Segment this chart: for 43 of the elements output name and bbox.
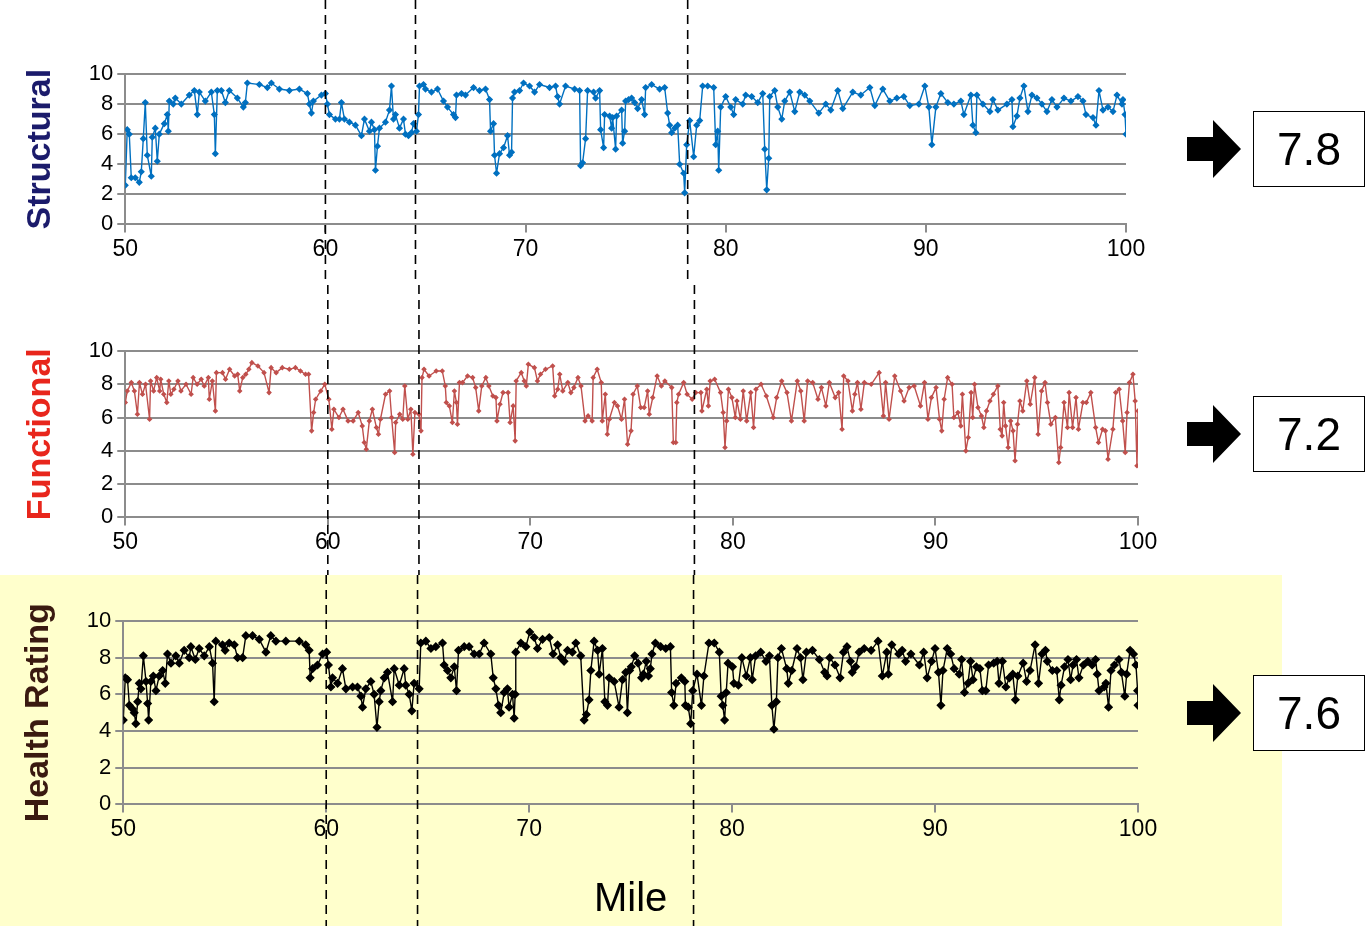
- y-tick-label: 8: [101, 90, 114, 116]
- y-tick-label: 10: [88, 337, 114, 363]
- x-tick-label: 100: [1106, 234, 1146, 261]
- x-tick-label: 50: [110, 814, 137, 841]
- text: 7.8: [1253, 111, 1365, 188]
- y-tick-label: 4: [101, 436, 114, 462]
- y-axis-title: Functional: [18, 348, 57, 521]
- x-tick-label: 60: [313, 814, 340, 841]
- y-tick-label: 0: [101, 503, 114, 529]
- x-tick-label: 90: [922, 527, 949, 554]
- y-axis-title: Health Rating: [16, 603, 55, 823]
- x-tick-label: 100: [1118, 814, 1158, 841]
- x-tick-label: 70: [517, 527, 544, 554]
- y-tick-label: 8: [99, 643, 112, 669]
- y-tick-label: 10: [88, 60, 114, 86]
- x-tick-label: 80: [719, 814, 745, 841]
- y-tick-label: 10: [86, 607, 112, 633]
- y-tick-label: 2: [99, 753, 112, 779]
- y-tick-label: 0: [99, 790, 112, 816]
- y-tick-label: 4: [101, 150, 114, 176]
- x-tick-label: 50: [112, 234, 139, 261]
- x-tick-label: 60: [315, 527, 341, 554]
- x-tick-label: 80: [712, 234, 739, 261]
- y-tick-label: 6: [101, 403, 114, 429]
- x-tick-label: 80: [720, 527, 746, 554]
- x-tick-label: 90: [922, 814, 948, 841]
- y-axis-title: Structural: [18, 68, 57, 230]
- y-tick-label: 4: [99, 717, 112, 743]
- y-tick-label: 6: [101, 120, 114, 146]
- x-tick-label: 50: [112, 527, 139, 554]
- y-tick-label: 8: [101, 370, 114, 396]
- x-tick-label: 70: [516, 814, 542, 841]
- y-tick-label: 2: [101, 470, 114, 496]
- x-tick-label: 70: [512, 234, 539, 261]
- y-tick-label: 2: [101, 180, 114, 206]
- text: 7.6: [1253, 674, 1365, 751]
- text: 7.2: [1253, 396, 1365, 473]
- x-tick-label: 100: [1118, 527, 1158, 554]
- x-tick-label: 90: [913, 234, 939, 261]
- x-tick-label: 60: [312, 234, 339, 261]
- y-tick-label: 6: [99, 680, 112, 706]
- y-tick-label: 0: [101, 210, 114, 236]
- x-axis-title: Mile: [593, 875, 668, 920]
